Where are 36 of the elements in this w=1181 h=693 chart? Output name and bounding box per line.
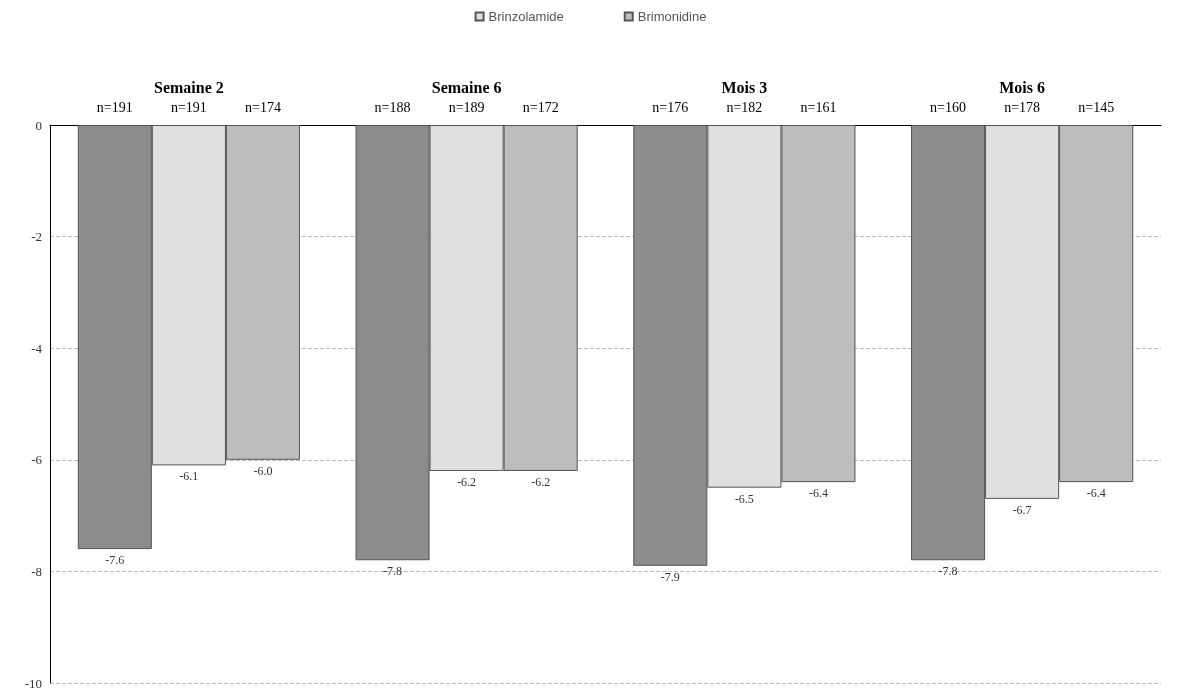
text: n=191 xyxy=(96,99,133,115)
data-label: -7.9 xyxy=(660,569,680,584)
x-tick-label: Mois 6 xyxy=(999,78,1046,96)
data-label: -6.1 xyxy=(179,469,199,484)
text: n=189 xyxy=(448,99,485,115)
text: n=172 xyxy=(522,99,559,115)
text: n=160 xyxy=(930,99,967,115)
y-tick-label: 0 xyxy=(35,117,42,133)
data-label: -7.6 xyxy=(105,553,125,568)
text: n=178 xyxy=(1004,99,1041,115)
x-tick-label: Semaine 2 xyxy=(153,78,224,96)
data-label: -7.8 xyxy=(938,564,958,579)
data-label: -6.4 xyxy=(808,486,828,501)
text: n=145 xyxy=(1078,99,1115,115)
y-tick-label: -10 xyxy=(24,675,42,691)
text: n=161 xyxy=(800,99,837,115)
y-tick-label: -6 xyxy=(31,452,43,468)
data-label: -7.8 xyxy=(383,564,403,579)
data-label: -6.7 xyxy=(1012,502,1032,517)
y-tick-label: -8 xyxy=(31,563,42,579)
y-tick-label: -2 xyxy=(31,229,42,245)
data-label: -6.2 xyxy=(531,474,551,489)
text: n=188 xyxy=(374,99,411,115)
text: n=191 xyxy=(170,99,207,115)
text: n=176 xyxy=(652,99,689,115)
legend-label: Brinzolamide xyxy=(488,9,564,24)
data-label: -6.0 xyxy=(253,463,273,478)
x-tick-label: Semaine 6 xyxy=(431,78,502,96)
text: n=174 xyxy=(244,99,281,115)
data-label: -6.2 xyxy=(457,474,477,489)
data-label: -6.5 xyxy=(734,491,754,506)
data-label: -6.4 xyxy=(1086,486,1106,501)
y-tick-label: -4 xyxy=(31,340,43,356)
legend-label: Brimonidine xyxy=(637,9,707,24)
x-tick-label: Mois 3 xyxy=(721,78,768,96)
text: n=182 xyxy=(726,99,763,115)
